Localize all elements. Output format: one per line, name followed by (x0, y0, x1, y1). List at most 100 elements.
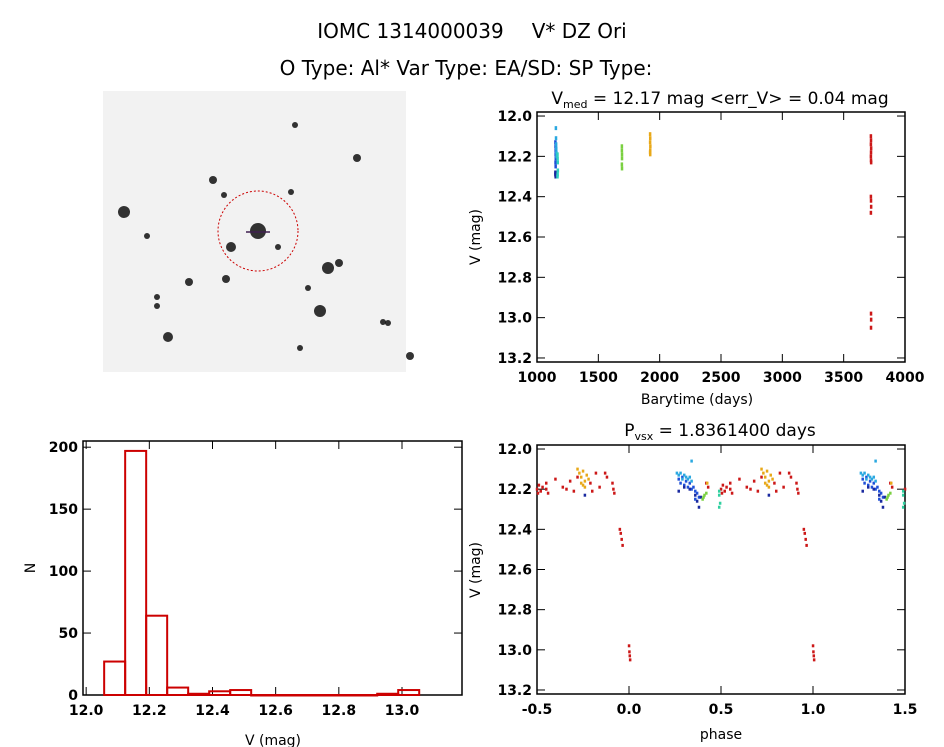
lightcurve-point (620, 152, 624, 157)
phase-point (589, 481, 592, 485)
lightcurve-point (555, 150, 558, 155)
phase-point (701, 497, 704, 501)
phase-point (890, 485, 894, 489)
phase-ytick-label: 13.2 (497, 683, 532, 699)
phase-point (695, 491, 699, 495)
phase-point (902, 501, 906, 505)
phase-point (797, 491, 800, 495)
phase-point (594, 471, 598, 475)
phase-point (695, 499, 699, 503)
phase-point (539, 489, 542, 493)
lightcurve-point (620, 148, 624, 153)
histogram-bar (397, 689, 421, 696)
lightcurve-point (554, 136, 558, 141)
phase-xtick-label: -0.5 (522, 702, 553, 718)
histogram-bar (313, 694, 337, 697)
phase-point (867, 483, 870, 487)
phase-point (787, 471, 791, 475)
phase-point (579, 481, 583, 485)
phase-point (694, 493, 697, 497)
phase-point (621, 543, 624, 547)
phase-point (867, 485, 870, 489)
phase-point (870, 477, 874, 481)
lightcurve-xtick-label: 4000 (886, 370, 925, 386)
lightcurve-xtick-label: 3500 (824, 370, 863, 386)
phase-point (536, 491, 540, 495)
lightcurve-point (648, 148, 652, 153)
phase-point (591, 489, 594, 493)
phase-point (901, 489, 905, 493)
lightcurve-point (869, 210, 873, 215)
phase-point (628, 650, 631, 654)
phase-point (885, 497, 888, 501)
phase-point (767, 485, 771, 489)
phase-point (618, 527, 622, 531)
phase-point (767, 479, 771, 483)
phase-point (585, 473, 588, 477)
phase-point (881, 495, 885, 499)
star (380, 319, 386, 325)
phase-point (692, 485, 695, 489)
histogram-ytick-label: 50 (59, 626, 79, 642)
lightcurve-point (554, 156, 558, 161)
phase-point (535, 487, 539, 491)
lightcurve-xtick-label: 1500 (579, 370, 618, 386)
star (163, 332, 173, 342)
star (314, 305, 326, 317)
phase-point (861, 473, 864, 477)
phase-point (576, 475, 579, 479)
lightcurve-point (554, 171, 557, 176)
phase-point (675, 471, 679, 475)
phase-point (679, 471, 682, 475)
phase-point (762, 471, 765, 475)
phase-point (886, 495, 889, 499)
phase-point (690, 479, 693, 483)
histogram-ytick-label: 150 (49, 502, 78, 518)
lightcurve-point (556, 168, 560, 173)
lightcurve-point (869, 138, 873, 143)
phase-point (878, 489, 881, 493)
phase-point (771, 477, 774, 481)
histogram-xtick-label: 13.0 (385, 703, 420, 719)
lightcurve-point (554, 152, 557, 157)
star (154, 294, 160, 300)
histogram-panel: V (mag) N 12.0 12.2 12.4 12.6 12.8 13.0 0 50 100… (23, 440, 463, 747)
histogram-ylabel: N (23, 563, 39, 573)
finder-image (103, 91, 414, 372)
phase-point (738, 477, 741, 481)
phase-point (769, 473, 772, 477)
phase-point (861, 477, 864, 481)
phase-point (879, 499, 883, 503)
phase-point (782, 485, 785, 489)
lightcurve-ylabel: V (mag) (468, 209, 484, 265)
phase-point (702, 495, 705, 499)
phase-point (568, 479, 572, 483)
lightcurve-point (554, 142, 558, 147)
phase-point (803, 531, 807, 535)
phase-point (717, 505, 721, 509)
star (154, 303, 160, 309)
phase-point (752, 479, 756, 483)
lightcurve-ytick-label: 12.6 (497, 230, 532, 246)
phase-point (763, 475, 767, 479)
phase-point (767, 493, 771, 497)
phase-point (720, 491, 724, 495)
target-circle (217, 190, 299, 272)
phase-point (773, 481, 776, 485)
phase-point (729, 481, 732, 485)
histogram-bar (376, 692, 400, 697)
phase-point (681, 477, 684, 481)
phase-point (612, 487, 615, 491)
phase-point (723, 489, 726, 493)
field-stars (118, 122, 414, 360)
star (185, 278, 193, 286)
phase-point (756, 489, 760, 493)
lightcurve-point (648, 136, 652, 141)
phase-point (812, 654, 816, 658)
phase-point (697, 505, 701, 509)
histogram-bar (250, 694, 274, 697)
phase-point (804, 537, 807, 541)
phase-point (537, 483, 541, 487)
histogram-xtick-label: 12.2 (132, 703, 167, 719)
